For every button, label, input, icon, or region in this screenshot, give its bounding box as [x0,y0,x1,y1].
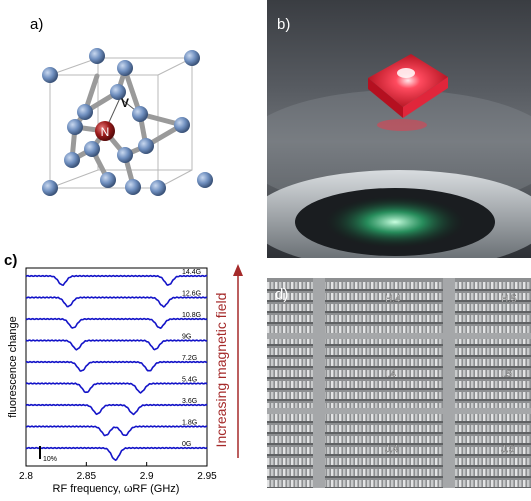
chip-label-J.4: J.4 [385,444,399,455]
field-arrow-head [233,264,243,276]
y-axis-label: fluorescence change [7,316,19,418]
series-label-3.6G: 3.6G [182,398,197,405]
panel-b-label: b) [277,16,291,33]
series-line-5.4G [25,382,208,394]
plot-frame [25,267,208,467]
series-label-9G: 9G [182,334,191,341]
panel-c-label: c) [4,252,18,269]
chip-labels: H.4 H.5 I.4 I.5 J.4 J.5 [385,294,517,455]
series-label-1.8G: 1.8G [182,420,197,427]
series-line-10.8G [25,317,208,330]
x-tick-label-2.9: 2.9 [140,471,154,482]
nitrogen-label: N [101,125,110,139]
levitating-diamond-photo [267,54,531,258]
series-line-3.6G [25,403,208,416]
series-label-12.6G: 12.6G [182,291,201,298]
green-fluorescence [325,196,465,248]
x-tick-label-2.85: 2.85 [77,471,97,482]
x-tick-label-2.8: 2.8 [19,471,33,482]
series-group: 0G 1.8G 3.6G 5.4G 7.2G 9G 10.8G 12.6G 14.4G [25,269,208,462]
chip-label-I.5: I.5 [501,369,513,380]
series-label-7.2G: 7.2G [182,355,197,362]
lattice-diagram: N V [42,48,213,196]
panel-d-micrograph: H.4 H.5 I.4 I.5 J.4 J.5 d) [267,278,531,488]
series-line-9G [25,339,208,351]
series-label-5.4G: 5.4G [182,377,197,384]
panel-a-label: a) [30,16,44,33]
vacancy-label: V [121,96,129,110]
x-tick-label-2.95: 2.95 [197,471,217,482]
panel-a-lattice: a) [0,0,258,258]
series-line-0G [25,446,208,462]
carbon-atoms [42,48,213,196]
series-line-12.6G [26,296,208,308]
series-line-7.2G [25,360,208,372]
x-axis-label: RF frequency, ωRF (GHz) [53,483,180,495]
field-arrow-caption: Increasing magnetic field [213,293,229,448]
series-label-10.8G: 10.8G [182,312,201,319]
x-ticks: 2.8 2.85 2.9 2.95 [19,462,217,482]
chip-label-H.4: H.4 [385,294,401,305]
series-label-0G: 0G [182,441,191,448]
scale-bar-label: 10% [43,456,57,463]
bonds [69,67,185,188]
diamond-crystal [368,54,448,107]
nitrogen-atom [95,121,115,141]
series-label-14.4G: 14.4G [182,269,201,276]
chip-label-J.5: J.5 [501,444,515,455]
series-line-14.4G [25,274,208,286]
panel-c-spectra: c) 0G 1.8G 3.6G 5.4G 7.2G 9G 10.8G 12.6G 14.4G 2… [0,252,262,496]
panel-b-photo: b) [267,0,531,258]
sem-image: H.4 H.5 I.4 I.5 J.4 J.5 [267,278,531,488]
panel-d-label: d) [275,286,289,303]
chip-label-H.5: H.5 [501,294,517,305]
chip-label-I.4: I.4 [385,369,397,380]
series-line-1.8G [25,425,208,437]
